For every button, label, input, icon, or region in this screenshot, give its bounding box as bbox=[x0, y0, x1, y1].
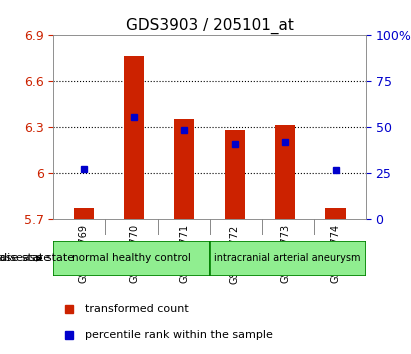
Text: percentile rank within the sample: percentile rank within the sample bbox=[85, 330, 272, 339]
Bar bbox=[124, 56, 144, 219]
Title: GDS3903 / 205101_at: GDS3903 / 205101_at bbox=[126, 18, 293, 34]
Text: disease state: disease state bbox=[0, 253, 74, 263]
Text: normal healthy control: normal healthy control bbox=[72, 253, 191, 263]
Bar bbox=[225, 130, 245, 219]
Text: intracranial arterial aneurysm: intracranial arterial aneurysm bbox=[215, 253, 361, 263]
FancyBboxPatch shape bbox=[210, 241, 366, 276]
FancyBboxPatch shape bbox=[53, 241, 210, 276]
Text: disease state: disease state bbox=[0, 253, 50, 263]
Bar bbox=[174, 119, 194, 219]
Text: transformed count: transformed count bbox=[85, 304, 188, 314]
Bar bbox=[74, 208, 94, 219]
Bar bbox=[275, 125, 295, 219]
Bar bbox=[326, 208, 346, 219]
